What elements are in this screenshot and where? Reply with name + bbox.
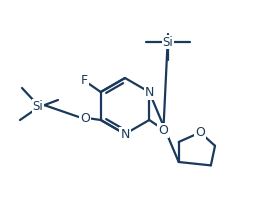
Text: N: N (120, 128, 130, 141)
Text: N: N (145, 86, 154, 98)
Text: Si: Si (33, 100, 43, 113)
Text: O: O (158, 123, 168, 137)
Text: O: O (195, 126, 205, 139)
Text: F: F (81, 73, 88, 86)
Text: O: O (80, 111, 90, 125)
Text: Si: Si (163, 36, 173, 49)
